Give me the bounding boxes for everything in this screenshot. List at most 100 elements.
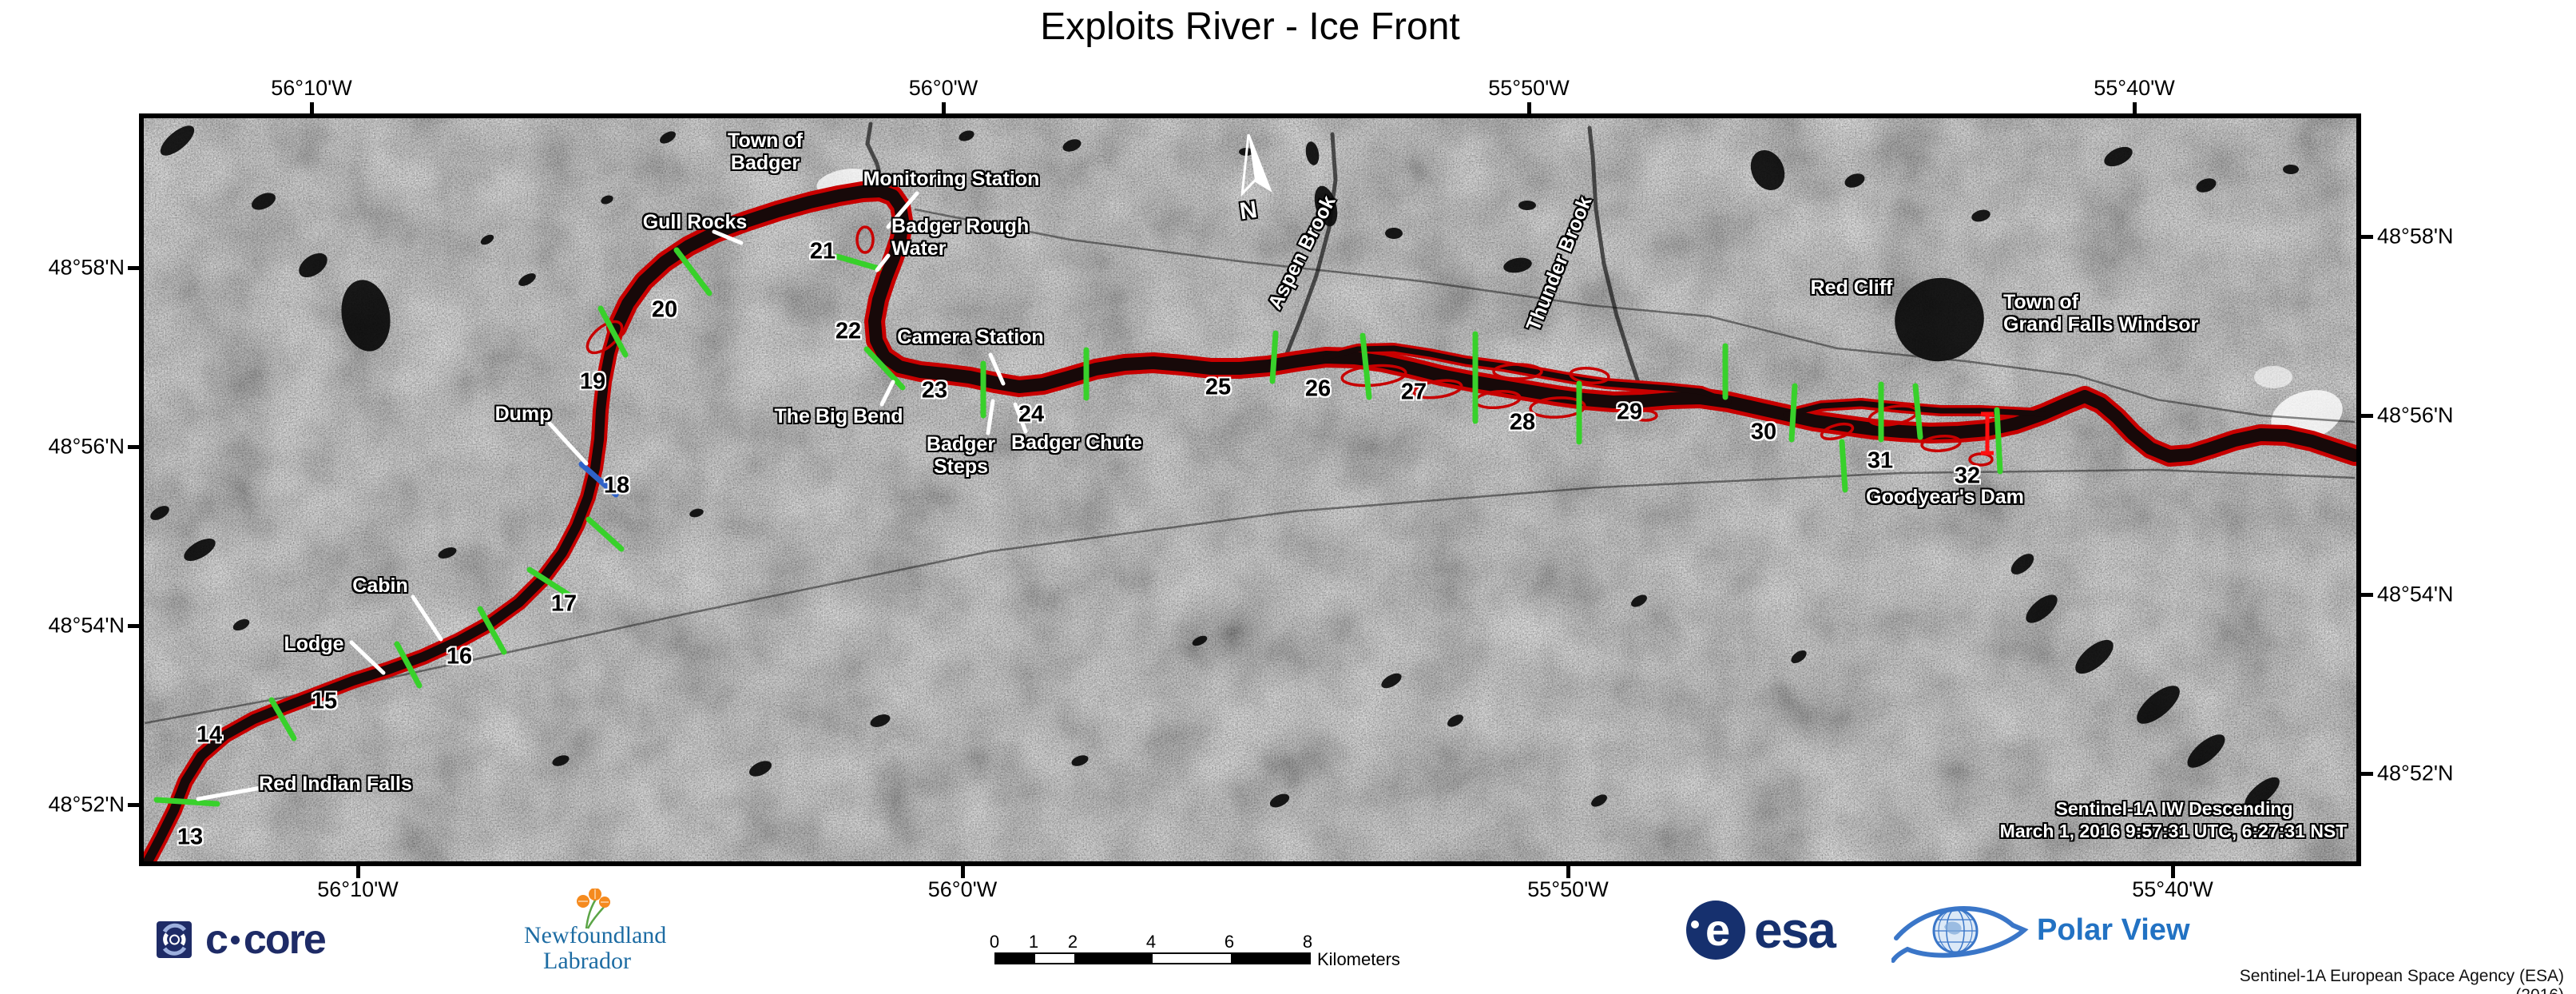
station-label: 17 (550, 590, 578, 617)
measurement-gate (1994, 407, 2003, 475)
station-label: 32 (1954, 463, 1981, 489)
lakes-group (150, 125, 2299, 809)
page-title: Exploits River - Ice Front (1040, 6, 1460, 48)
leader-line (712, 229, 744, 245)
measurement-gate (673, 247, 712, 296)
axis-tick-bottom (1566, 866, 1570, 878)
scale-bar: 0 1 2 4 6 8 Kilometers (990, 932, 1442, 972)
measurement-gate (1912, 383, 1923, 440)
svg-text:e: e (1705, 905, 1730, 955)
scale-bar-segments (994, 952, 1311, 964)
station-label: 18 (603, 472, 630, 499)
north-arrow-icon (1240, 133, 1272, 197)
leader-line (411, 594, 443, 642)
axis-label-bottom: 55°50'W (1527, 877, 1609, 901)
ccore-logo: c core (156, 919, 327, 960)
map-canvas (144, 118, 2356, 861)
station-label: 21 (809, 238, 836, 264)
scale-segment (1074, 954, 1153, 963)
measurement-gate (477, 606, 507, 655)
axis-tick-left (128, 266, 140, 270)
leader-lines-group (196, 191, 1028, 801)
station-label: 16 (446, 643, 473, 670)
measurement-gate (526, 567, 575, 600)
ccore-icon (157, 921, 192, 958)
ice-gates-green (153, 247, 2003, 807)
river-channel-group (144, 185, 2356, 861)
esa-wordmark: esa (1754, 901, 1836, 959)
leader-line (1013, 402, 1028, 434)
leader-line (196, 785, 268, 801)
scale-number: 1 (1028, 932, 1039, 952)
axis-tick-right (2361, 235, 2373, 239)
ice-gate-blue (578, 461, 619, 498)
scale-segment (1231, 954, 1309, 963)
leader-line (875, 253, 891, 272)
measurement-gate (834, 253, 882, 272)
axis-tick-left (128, 445, 140, 449)
scale-segment (1035, 954, 1074, 963)
axis-tick-top (310, 102, 314, 114)
leader-line (886, 191, 919, 229)
place-label-town-of-badger: Town of Badger (728, 129, 803, 174)
station-label: 13 (177, 824, 204, 850)
station-label: 20 (651, 296, 678, 323)
axis-label-left: 48°56'N (48, 434, 125, 459)
place-label-the-big-bend: The Big Bend (774, 405, 903, 427)
axis-label-right: 48°52'N (2377, 761, 2454, 785)
axis-tick-right (2361, 414, 2373, 418)
station-label: 23 (921, 377, 948, 404)
scale-number: 6 (1224, 932, 1235, 952)
scale-bar-unit: Kilometers (1317, 949, 1400, 969)
axis-tick-top (2133, 102, 2137, 114)
leader-line (349, 640, 386, 675)
measurement-gate (1839, 439, 1848, 493)
station-label: 28 (1509, 409, 1536, 435)
place-label-goodyears-dam: Goodyear's Dam (1866, 486, 2024, 508)
axis-tick-bottom (961, 866, 965, 878)
axis-tick-bottom (356, 866, 360, 878)
scale-number: 2 (1067, 932, 1078, 952)
polar-view-wordmark: Polar View (2037, 912, 2190, 947)
station-label: 31 (1867, 447, 1894, 474)
polar-view-logo: Polar View (1891, 893, 2190, 967)
axis-label-right: 48°56'N (2377, 403, 2454, 427)
station-label: 15 (311, 688, 338, 714)
station-label: 22 (835, 318, 862, 344)
station-label: 26 (1304, 376, 1332, 402)
place-label-badger-steps: Badger Steps (926, 433, 996, 478)
axis-tick-bottom (2171, 866, 2175, 878)
axis-label-right: 48°58'N (2377, 224, 2454, 248)
station-label: 19 (579, 368, 606, 395)
place-label-dump: Dump (494, 403, 552, 425)
dam-marker-red (1981, 412, 1994, 455)
axis-tick-right (2361, 772, 2373, 776)
axis-label-bottom: 56°0'W (927, 877, 998, 901)
axis-label-top: 56°10'W (271, 76, 352, 100)
pitcher-plant-icon (577, 889, 610, 929)
measurement-gate (597, 305, 629, 358)
axis-label-left: 48°54'N (48, 613, 125, 638)
place-label-cabin: Cabin (352, 575, 408, 597)
measurement-gate (585, 516, 625, 552)
scale-segment (1153, 954, 1231, 963)
place-label-camera-station: Camera Station (897, 326, 1044, 348)
leader-line (547, 421, 589, 466)
measurement-gate (1788, 383, 1798, 443)
axis-label-left: 48°52'N (48, 792, 125, 817)
measurement-gate (1359, 332, 1372, 400)
axis-label-top: 55°50'W (1488, 76, 1570, 100)
north-arrow-label: N (1237, 196, 1259, 225)
axis-label-top: 56°0'W (908, 76, 978, 100)
leader-line (986, 399, 995, 435)
scale-number: 4 (1145, 932, 1157, 952)
place-label-monitoring-station: Monitoring Station (863, 168, 1040, 190)
copyright-text: Sentinel-1A European Space Agency (ESA) … (2239, 967, 2564, 994)
axis-tick-top (942, 102, 946, 114)
place-label-red-indian-falls: Red Indian Falls (259, 773, 412, 795)
axis-label-bottom: 56°10'W (317, 877, 399, 901)
scale-segment (996, 954, 1035, 963)
place-label-badger-chute: Badger Chute (1011, 431, 1142, 454)
map-credit: March 1, 2016 9:57:31 UTC, 6:27:31 NST (1999, 821, 2348, 842)
